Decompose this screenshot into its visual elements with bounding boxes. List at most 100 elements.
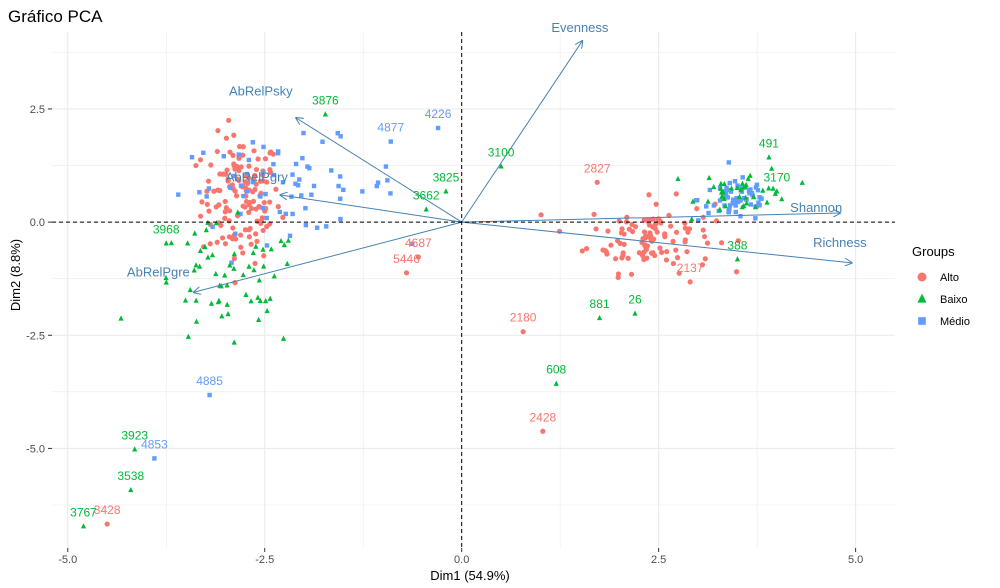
data-point: [197, 157, 204, 163]
variable-arrow: [461, 221, 852, 263]
data-point: [261, 263, 267, 269]
data-point: [230, 152, 236, 158]
point-label: 3923: [121, 428, 148, 442]
data-point: [193, 162, 199, 169]
data-point: [626, 226, 632, 232]
data-point: [675, 255, 681, 261]
data-point: [231, 251, 237, 257]
data-point: [726, 160, 732, 165]
data-point: [268, 150, 274, 156]
legend-label: Alto: [940, 272, 959, 284]
data-point: [641, 229, 648, 235]
data-point: [711, 183, 717, 190]
point-label: 5446: [393, 252, 420, 266]
data-point: [246, 157, 252, 163]
data-point: [760, 187, 766, 193]
variable-arrow: [280, 195, 462, 223]
data-point: [717, 198, 723, 203]
data-point: [360, 189, 365, 194]
data-point: [676, 270, 682, 276]
data-point: [654, 229, 660, 235]
data-point: [185, 240, 191, 246]
data-point: [311, 183, 317, 189]
data-point: [273, 186, 279, 192]
data-point: [293, 181, 298, 187]
data-point: [619, 255, 625, 261]
data-point: [704, 204, 709, 209]
data-point: [682, 220, 688, 226]
data-point: [271, 273, 277, 279]
data-point: [231, 339, 237, 345]
data-point: [248, 298, 254, 304]
data-point: [735, 199, 741, 205]
data-point: [375, 180, 381, 185]
data-point: [264, 179, 270, 185]
data-point: [211, 188, 217, 194]
data-point: [736, 193, 743, 199]
x-axis-label: Dim1 (54.9%): [430, 568, 509, 583]
data-point: [168, 240, 174, 246]
data-point: [290, 172, 295, 177]
data-point: [261, 199, 267, 206]
data-point: [185, 333, 191, 339]
data-point: [619, 226, 625, 232]
data-point: [234, 163, 240, 170]
data-point: [261, 144, 266, 150]
data-point: [193, 318, 200, 324]
data-point: [284, 260, 290, 266]
data-point: [216, 297, 222, 303]
data-point: [215, 127, 221, 134]
data-point: [335, 130, 340, 136]
data-point: [740, 175, 745, 180]
data-point: [253, 243, 259, 249]
data-point: [236, 177, 242, 184]
point-label: 3825: [433, 170, 460, 184]
data-point: [275, 204, 281, 210]
legend: Groups Alto Baixo Médio: [912, 244, 970, 328]
data-point: [303, 222, 309, 228]
point-label: 26: [628, 293, 642, 307]
data-point: [719, 193, 725, 199]
x-tick-label: 0.0: [454, 554, 469, 566]
data-point: [374, 183, 380, 189]
data-point: [624, 214, 630, 220]
data-point: [297, 177, 302, 182]
data-point: [128, 486, 134, 493]
data-point: [271, 172, 277, 178]
data-point: [696, 218, 701, 223]
data-point: [320, 139, 325, 144]
data-point: [673, 191, 679, 197]
data-point: [720, 189, 726, 195]
data-point: [747, 172, 753, 178]
data-point: [236, 143, 243, 150]
data-point: [579, 248, 585, 254]
data-point: [238, 244, 244, 250]
variable-label: Richness: [813, 235, 867, 250]
data-point: [673, 229, 680, 235]
point-label: 491: [759, 136, 779, 150]
data-point: [225, 311, 231, 317]
point-label: 4687: [405, 236, 432, 250]
data-point: [706, 210, 711, 216]
data-point: [283, 211, 288, 217]
data-point: [258, 194, 263, 199]
data-point: [236, 152, 241, 157]
point-label: 3968: [153, 222, 180, 236]
data-point: [267, 295, 273, 301]
data-point: [734, 184, 740, 191]
data-point: [705, 198, 711, 204]
data-point: [728, 189, 734, 194]
data-point: [253, 231, 259, 237]
y-tick-label: 0.0: [30, 217, 45, 229]
data-point: [621, 241, 627, 247]
data-point: [210, 224, 215, 230]
data-point: [766, 185, 772, 191]
data-point: [248, 241, 254, 247]
data-point: [235, 209, 241, 215]
data-point: [727, 203, 733, 208]
data-point: [245, 180, 251, 186]
data-point: [192, 230, 198, 236]
data-point: [264, 243, 270, 248]
data-point: [287, 233, 293, 238]
data-point: [271, 161, 276, 167]
